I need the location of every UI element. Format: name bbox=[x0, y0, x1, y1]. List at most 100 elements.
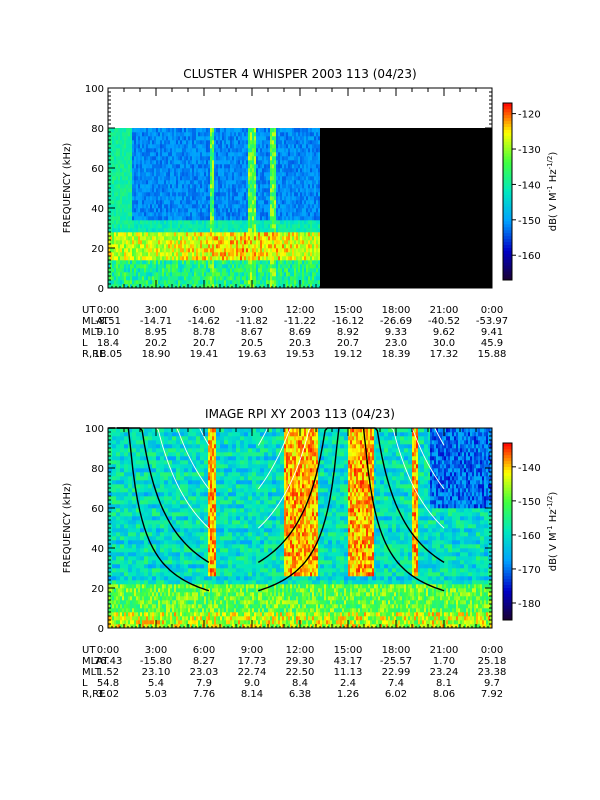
spectrogram-cell bbox=[328, 236, 331, 241]
spectrogram-cell bbox=[206, 180, 209, 185]
spectrogram-cell bbox=[248, 144, 251, 149]
spectrogram-cell bbox=[282, 172, 285, 177]
spectrogram-cell bbox=[316, 168, 319, 173]
spectrogram-cell bbox=[128, 128, 131, 133]
spectrogram-cell bbox=[118, 248, 121, 253]
spectrogram-cell bbox=[178, 236, 181, 241]
spectrogram-cell bbox=[282, 232, 285, 237]
spectrogram-cell bbox=[142, 204, 145, 209]
spectrogram-cell bbox=[232, 252, 235, 257]
spectrogram-cell bbox=[180, 268, 183, 273]
spectrogram-cell bbox=[232, 184, 235, 189]
spectrogram-cell bbox=[200, 260, 203, 265]
spectrogram-cell bbox=[292, 184, 295, 189]
spectrogram-cell bbox=[144, 152, 147, 157]
spectrogram-cell bbox=[258, 272, 261, 277]
spectrogram-cell bbox=[108, 200, 111, 205]
spectrogram-cell bbox=[210, 180, 213, 185]
spectrogram-cell bbox=[130, 268, 133, 273]
spectrogram-cell bbox=[134, 180, 137, 185]
spectrogram-cell bbox=[248, 272, 251, 277]
spectrogram-cell bbox=[122, 220, 125, 225]
spectrogram-cell bbox=[148, 176, 151, 181]
spectrogram-cell bbox=[348, 208, 351, 213]
spectrogram-cell bbox=[108, 164, 111, 169]
spectrogram-cell bbox=[218, 128, 221, 133]
spectrogram-cell bbox=[310, 200, 313, 205]
spectrogram-cell bbox=[190, 172, 193, 177]
spectrogram-cell bbox=[110, 188, 113, 193]
spectrogram-cell bbox=[282, 152, 285, 157]
spectrogram-cell bbox=[118, 256, 121, 261]
spectrogram-cell bbox=[202, 144, 205, 149]
spectrogram-cell bbox=[216, 268, 219, 273]
spectrogram-cell bbox=[128, 168, 131, 173]
spectrogram-cell bbox=[222, 208, 225, 213]
spectrogram-cell bbox=[270, 244, 273, 249]
spectrogram-cell bbox=[142, 224, 145, 229]
spectrogram-cell bbox=[180, 168, 183, 173]
spectrogram-cell bbox=[154, 244, 157, 249]
spectrogram-cell bbox=[290, 156, 293, 161]
spectrogram-cell bbox=[322, 232, 325, 237]
spectrogram-cell bbox=[308, 188, 311, 193]
spectrogram-cell bbox=[248, 268, 251, 273]
spectrogram-cell bbox=[264, 216, 267, 221]
spectrogram-cell bbox=[108, 168, 111, 173]
spectrogram-cell bbox=[346, 264, 349, 269]
spectrogram-cell bbox=[258, 232, 261, 237]
spectrogram-cell bbox=[246, 188, 249, 193]
spectrogram-cell bbox=[188, 152, 191, 157]
spectrogram-cell bbox=[354, 200, 357, 205]
spectrogram-cell bbox=[144, 260, 147, 265]
spectrogram-cell bbox=[184, 228, 187, 233]
spectrogram-cell bbox=[194, 136, 197, 141]
spectrogram-cell bbox=[236, 228, 239, 233]
spectrogram-cell bbox=[158, 128, 161, 133]
spectrogram-cell bbox=[346, 276, 349, 281]
spectrogram-cell bbox=[174, 224, 177, 229]
spectrogram-cell bbox=[252, 140, 255, 145]
spectrogram-cell bbox=[300, 280, 303, 285]
spectrogram-cell bbox=[140, 212, 143, 217]
spectrogram-cell bbox=[284, 248, 287, 253]
spectrogram-cell bbox=[214, 168, 217, 173]
spectrogram-cell bbox=[140, 232, 143, 237]
spectrogram-cell bbox=[332, 164, 335, 169]
spectrogram-cell bbox=[284, 260, 287, 265]
spectrogram-cell bbox=[312, 192, 315, 197]
spectrogram-cell bbox=[126, 220, 129, 225]
spectrogram-cell bbox=[330, 208, 333, 213]
spectrogram-cell bbox=[156, 192, 159, 197]
spectrogram-cell bbox=[108, 156, 111, 161]
spectrogram-cell bbox=[292, 216, 295, 221]
spectrogram-cell bbox=[296, 152, 299, 157]
spectrogram-cell bbox=[346, 196, 349, 201]
spectrogram-cell bbox=[150, 164, 153, 169]
spectrogram-cell bbox=[176, 132, 179, 137]
spectrogram-cell bbox=[166, 216, 169, 221]
spectrogram-cell bbox=[200, 220, 203, 225]
spectrogram-cell bbox=[176, 140, 179, 145]
spectrogram-cell bbox=[212, 164, 215, 169]
spectrogram-cell bbox=[182, 264, 185, 269]
spectrogram-cell bbox=[126, 260, 129, 265]
spectrogram-cell bbox=[306, 240, 309, 245]
spectrogram-cell bbox=[112, 152, 115, 157]
spectrogram-cell bbox=[206, 152, 209, 157]
spectrogram-cell bbox=[234, 164, 237, 169]
spectrogram-cell bbox=[110, 196, 113, 201]
spectrogram-cell bbox=[348, 284, 351, 289]
spectrogram-cell bbox=[194, 228, 197, 233]
spectrogram-cell bbox=[240, 284, 243, 289]
spectrogram-cell bbox=[350, 168, 353, 173]
spectrogram-cell bbox=[226, 164, 229, 169]
spectrogram-cell bbox=[332, 264, 335, 269]
spectrogram-cell bbox=[168, 180, 171, 185]
spectrogram-cell bbox=[146, 184, 149, 189]
spectrogram-cell bbox=[268, 160, 271, 165]
spectrogram-cell bbox=[112, 208, 115, 213]
spectrogram-cell bbox=[214, 144, 217, 149]
spectrogram-cell bbox=[266, 196, 269, 201]
spectrogram-cell bbox=[194, 176, 197, 181]
